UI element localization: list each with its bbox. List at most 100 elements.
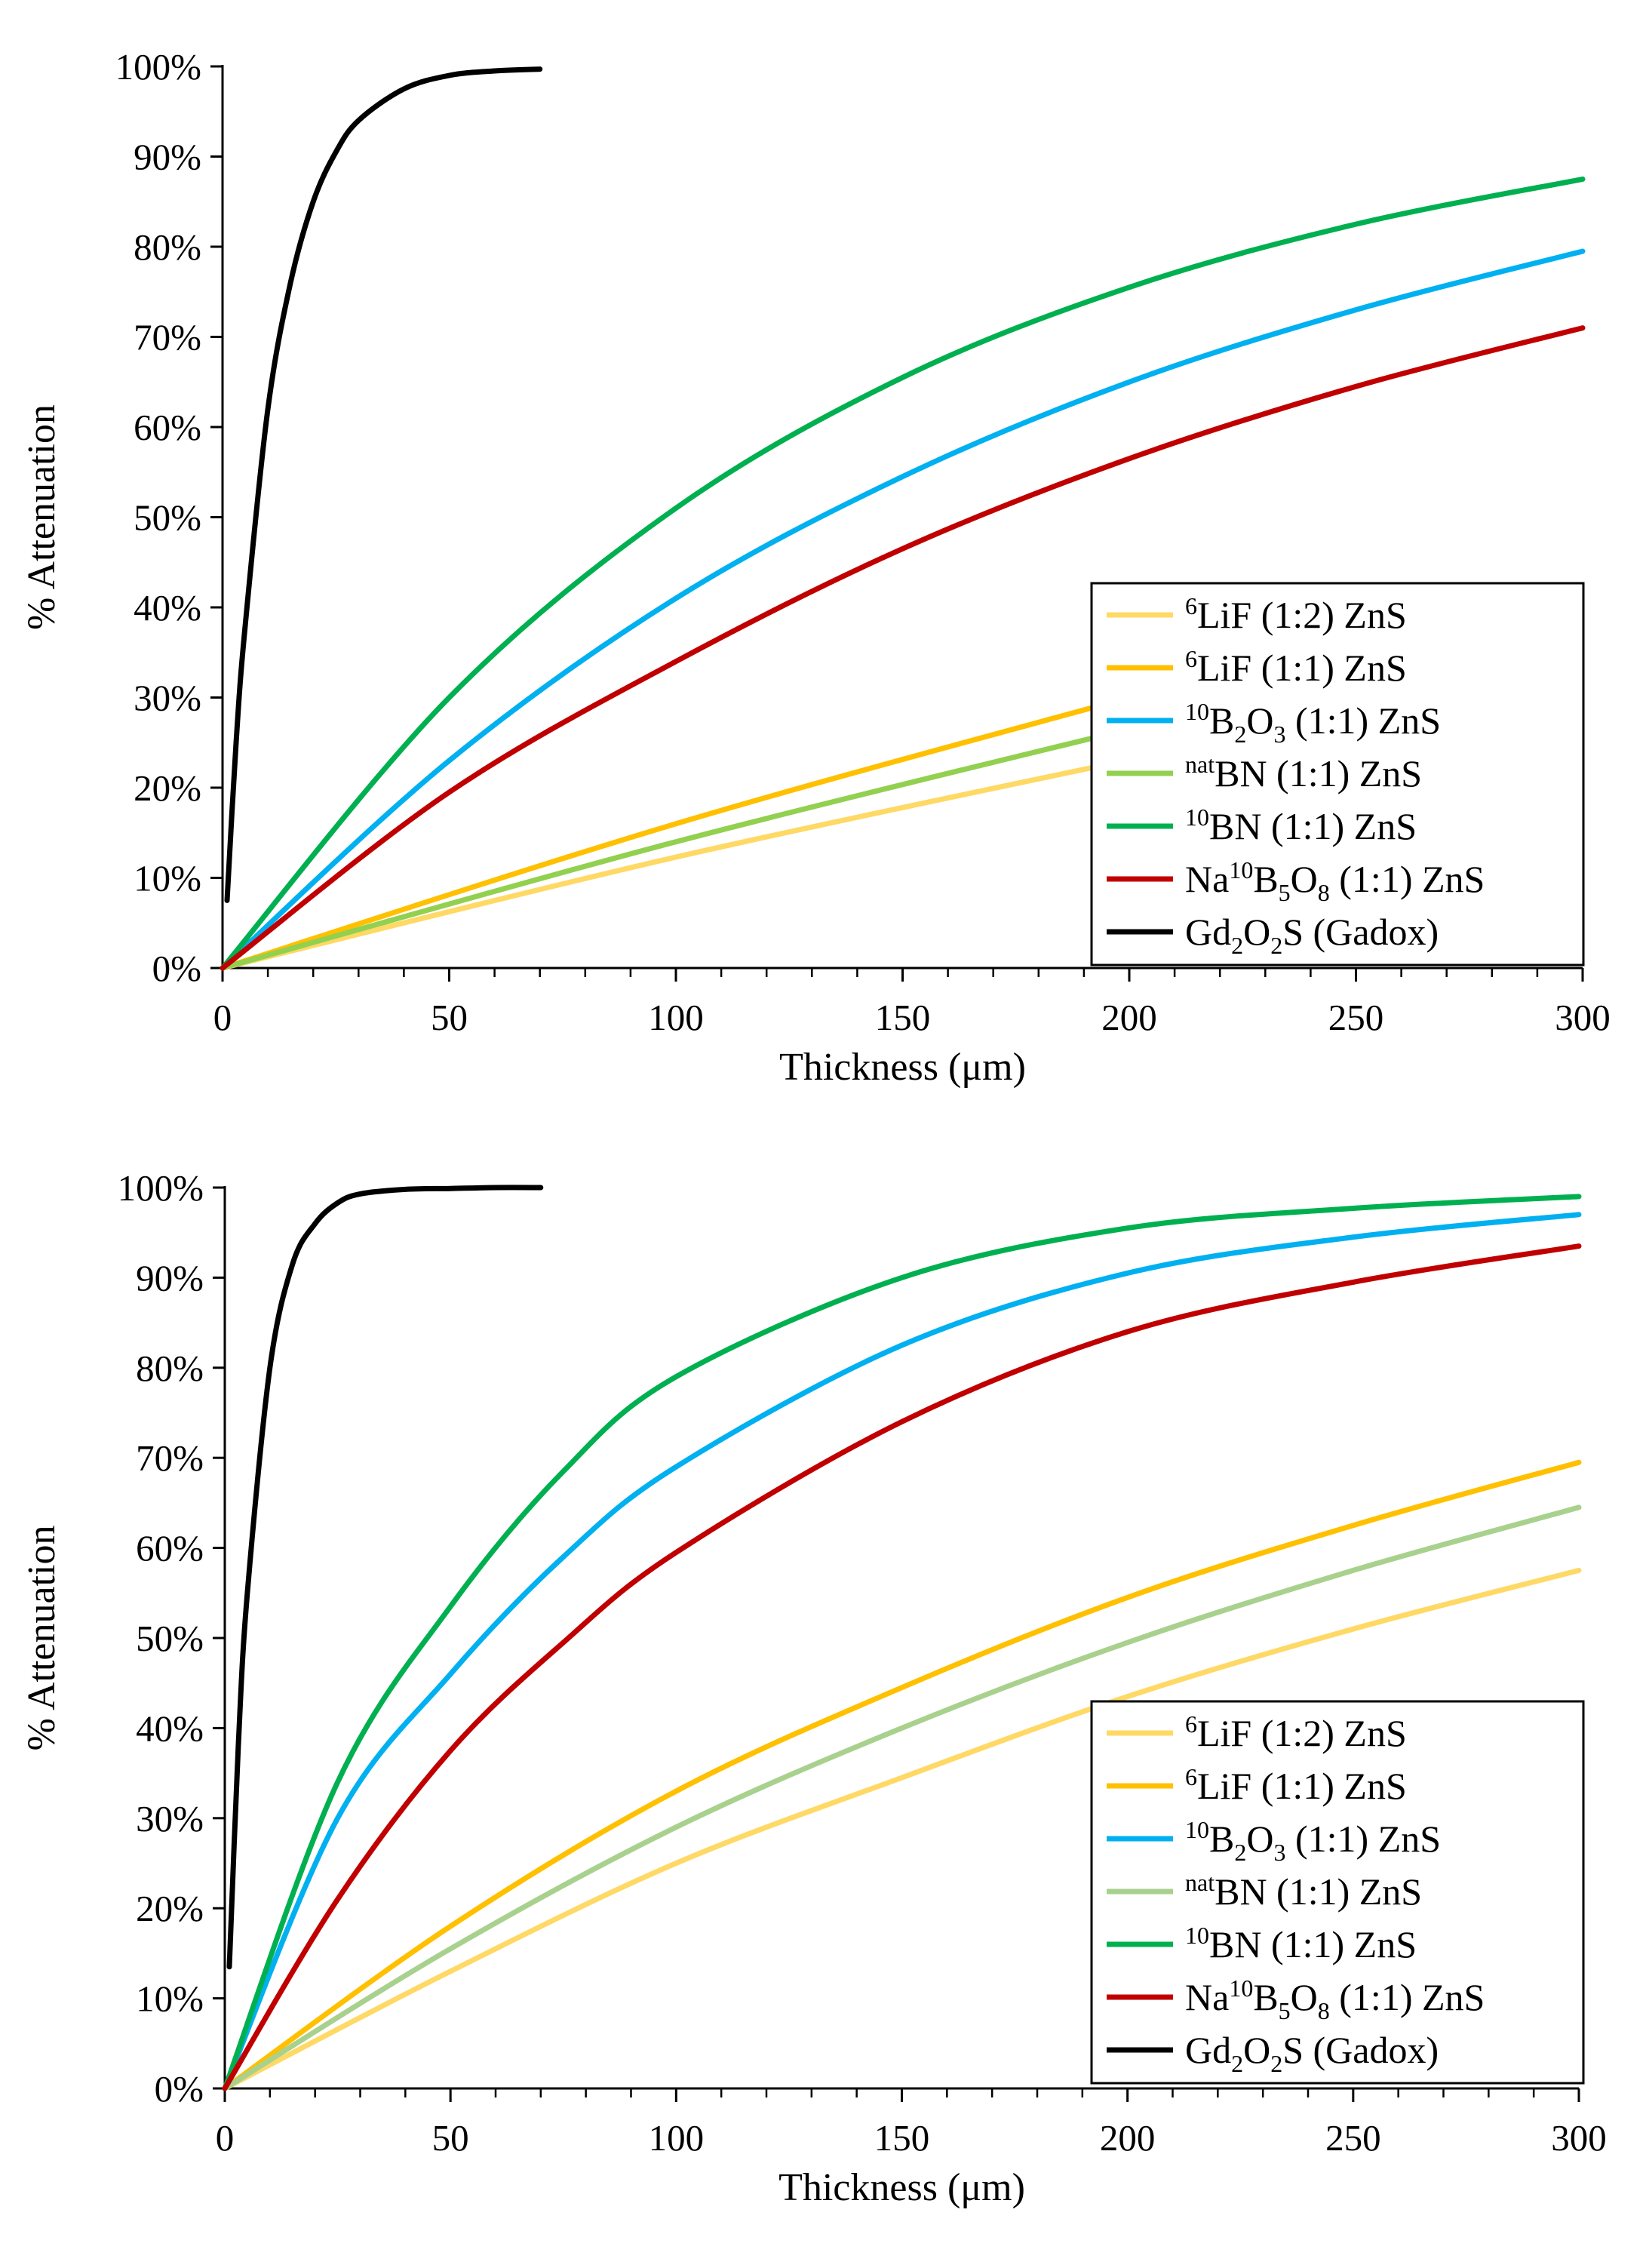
legend-label-part: B — [1253, 858, 1278, 900]
series-line-3 — [222, 1504, 1582, 2091]
legend-label: 10B2O3 (1:1) ZnS — [1185, 1816, 1441, 1866]
legend-label-part: O — [1246, 1818, 1273, 1860]
legend-label-part: 6 — [1185, 1763, 1197, 1790]
y-tick-label: 50% — [134, 497, 201, 539]
chart-panel-top: 0% 10% 20% 30% 40% 50% 60% 70% 80% 90% 100% 0 50 100 1… — [20, 46, 1611, 1089]
y-tick-label: 10% — [136, 1978, 204, 2020]
y-tick-label: 50% — [136, 1618, 204, 1659]
legend-label-part: Na — [1185, 1976, 1229, 2018]
x-tick-label: 250 — [1328, 997, 1384, 1038]
legend-label: 10BN (1:1) ZnS — [1185, 804, 1417, 847]
legend-label: natBN (1:1) ZnS — [1185, 1869, 1422, 1913]
legend-label-part: BN (1:1) ZnS — [1209, 1923, 1417, 1965]
legend-label: 6LiF (1:1) ZnS — [1185, 1763, 1407, 1807]
legend-label-part: 5 — [1279, 879, 1291, 906]
series-line-4 — [220, 176, 1586, 971]
legend-label-part: BN (1:1) ZnS — [1215, 752, 1422, 794]
series-line-5 — [220, 325, 1586, 971]
legend-label-part: O — [1246, 699, 1273, 742]
chart-panel-bottom: 0% 10% 20% 30% 40% 50% 60% 70% 80% 90% 100% 0 50 100 1… — [20, 1167, 1607, 2209]
legend-label-part: 2 — [1231, 2050, 1243, 2077]
legend-label-part: 6 — [1185, 592, 1197, 619]
x-tick-label: 100 — [649, 2117, 705, 2159]
legend-label: natBN (1:1) ZnS — [1185, 751, 1422, 794]
x-tick-label: 300 — [1551, 2117, 1607, 2159]
series-line-3 — [220, 726, 1132, 971]
legend-label-part: 6 — [1185, 1710, 1197, 1738]
legend-label-part: 8 — [1318, 879, 1330, 906]
legend-label-part: 8 — [1318, 1997, 1330, 2024]
x-tick-label: 100 — [648, 997, 704, 1038]
series-line-0 — [222, 1567, 1582, 2091]
legend-label: 6LiF (1:2) ZnS — [1185, 1710, 1407, 1754]
legend-label: Na10B5O8 (1:1) ZnS — [1185, 1975, 1485, 2024]
legend-label-part: LiF (1:1) ZnS — [1197, 647, 1407, 689]
legend-label-part: 5 — [1279, 1997, 1291, 2024]
y-tick-label: 30% — [134, 678, 201, 719]
y-tick-label: 90% — [136, 1257, 204, 1298]
x-tick-label: 0 — [216, 2117, 235, 2159]
legend-label-part: S (Gadox) — [1282, 2029, 1439, 2071]
x-tick-label: 150 — [874, 2117, 930, 2159]
y-tick-label: 40% — [134, 587, 201, 628]
y-tick-label: 10% — [134, 858, 201, 899]
legend-label-part: nat — [1185, 1869, 1215, 1896]
y-tick-label: 0% — [155, 2068, 204, 2110]
x-axis-title: Thickness (μm) — [778, 2166, 1025, 2209]
legend-label-part: B — [1209, 699, 1234, 742]
legend-label-part: (1:1) ZnS — [1285, 699, 1441, 742]
x-tick-label: 200 — [1101, 997, 1157, 1038]
y-tick-label: 20% — [134, 767, 201, 809]
legend-label-part: 10 — [1229, 856, 1253, 884]
legend-label: 6LiF (1:1) ZnS — [1185, 645, 1407, 689]
y-tick-label: 70% — [136, 1437, 204, 1479]
legend-label-part: Na — [1185, 858, 1229, 900]
legend-label-part: B — [1253, 1976, 1278, 2018]
legend-label-part: B — [1209, 1818, 1234, 1860]
legend-label-part: O — [1291, 1976, 1318, 2018]
legend-label-part: Gd — [1185, 911, 1231, 953]
y-tick-label: 70% — [134, 317, 201, 358]
legend-label-part: LiF (1:1) ZnS — [1197, 1765, 1407, 1807]
y-tick-label: 0% — [152, 948, 201, 989]
legend-label-part: BN (1:1) ZnS — [1209, 805, 1417, 847]
y-tick-label: 20% — [136, 1888, 204, 1929]
series-line-0 — [220, 757, 1132, 971]
legend-label: Na10B5O8 (1:1) ZnS — [1185, 856, 1485, 906]
legend-label-part: (1:1) ZnS — [1330, 858, 1485, 900]
series-line-2 — [220, 248, 1586, 971]
legend-label-part: O — [1291, 858, 1318, 900]
legend-label-part: nat — [1185, 751, 1215, 778]
legend-label: 10BN (1:1) ZnS — [1185, 1922, 1417, 1965]
x-tick-label: 50 — [432, 2117, 469, 2159]
legend-label-part: 10 — [1185, 804, 1209, 831]
legend-label-part: LiF (1:2) ZnS — [1197, 1712, 1407, 1754]
series-line-5 — [222, 1243, 1582, 2091]
y-tick-label: 100% — [115, 46, 201, 88]
legend-label-part: O — [1243, 911, 1270, 953]
series-line-4 — [222, 1194, 1582, 2091]
legend-label-part: 10 — [1185, 1816, 1209, 1843]
legend-label-part: S (Gadox) — [1282, 911, 1439, 953]
series-line-1 — [220, 695, 1132, 971]
x-tick-label: 0 — [213, 997, 232, 1038]
legend-label: Gd2O2S (Gadox) — [1185, 911, 1439, 959]
legend-label-part: 6 — [1185, 645, 1197, 672]
x-tick-label: 300 — [1555, 997, 1611, 1038]
legend-label-part: 2 — [1231, 932, 1243, 959]
legend-label: 10B2O3 (1:1) ZnS — [1185, 698, 1441, 748]
legend-label-part: 10 — [1185, 1922, 1209, 1949]
x-tick-label: 250 — [1325, 2117, 1381, 2159]
y-tick-label: 40% — [136, 1707, 204, 1749]
legend-label-part: 2 — [1270, 2050, 1282, 2077]
legend-label: 6LiF (1:2) ZnS — [1185, 592, 1407, 636]
legend-label-part: 10 — [1229, 1975, 1253, 2002]
y-tick-label: 80% — [136, 1348, 204, 1389]
y-tick-label: 90% — [134, 137, 201, 178]
x-tick-label: 150 — [875, 997, 931, 1038]
y-tick-label: 30% — [136, 1798, 204, 1839]
legend-label-part: 2 — [1234, 721, 1246, 748]
legend-label-part: (1:1) ZnS — [1285, 1818, 1441, 1860]
series-line-6 — [226, 1185, 544, 1970]
